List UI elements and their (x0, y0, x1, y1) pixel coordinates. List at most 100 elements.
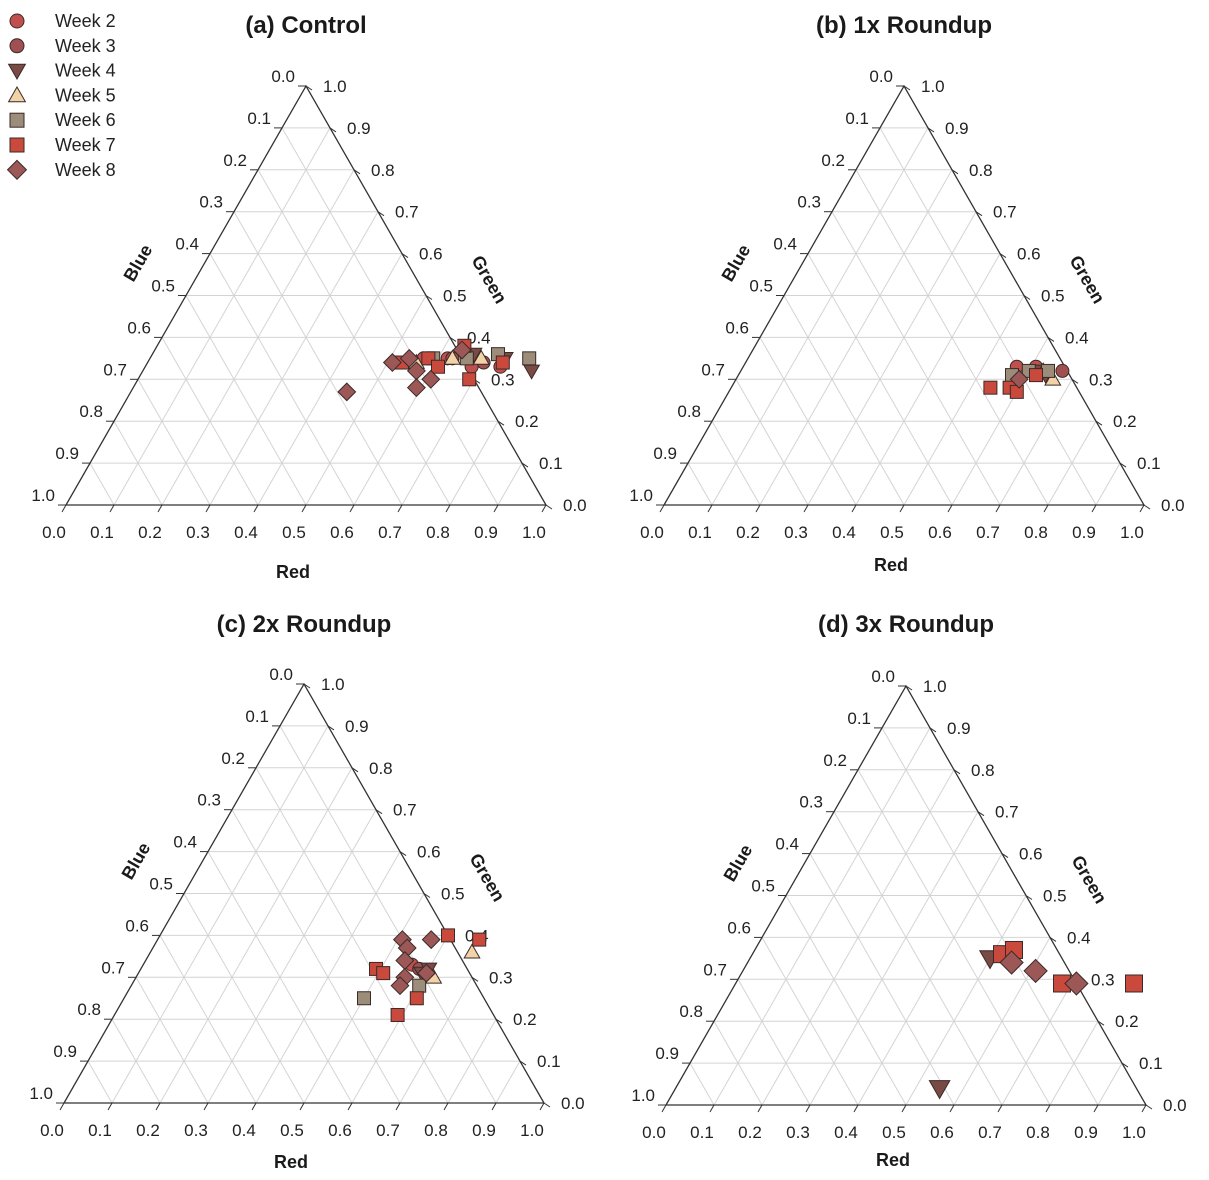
data-point (421, 930, 441, 950)
data-point (463, 943, 481, 959)
tick-mark (539, 1102, 545, 1111)
green-tick-label: 1.0 (323, 77, 347, 96)
green-tick-label: 0.4 (1065, 328, 1089, 347)
blue-tick-label: 0.4 (773, 235, 797, 254)
tick-mark (1145, 1104, 1153, 1110)
data-point (1055, 363, 1070, 378)
gridline (833, 811, 1003, 1106)
data-point (376, 966, 391, 981)
gridline (687, 462, 713, 506)
legend-label: Week 7 (55, 135, 116, 155)
blue-tick-label: 0.2 (223, 151, 247, 170)
red-tick-label: 0.2 (738, 1123, 762, 1142)
tick-mark (709, 1104, 715, 1113)
tick-mark (953, 769, 961, 775)
gridline (999, 379, 1073, 506)
gridline (279, 725, 497, 1104)
red-tick-label: 1.0 (520, 1121, 544, 1140)
green-tick-label: 0.8 (971, 761, 995, 780)
data-point (1041, 363, 1055, 378)
data-point (390, 976, 410, 996)
gridline (281, 127, 499, 506)
tick-mark (329, 127, 337, 133)
gridline (305, 295, 427, 506)
green-axis-label: Green (1068, 852, 1111, 907)
data-point (495, 355, 510, 370)
blue-tick-label: 0.8 (79, 402, 103, 421)
tick-mark (155, 1102, 161, 1111)
gridline (135, 977, 209, 1104)
blue-tick-label: 0.1 (847, 709, 871, 728)
tick-mark (251, 1102, 257, 1111)
blue-tick-label: 0.5 (149, 875, 173, 894)
red-axis-label: Red (874, 555, 908, 575)
tick-mark (397, 504, 403, 513)
green-tick-label: 0.0 (1161, 496, 1185, 515)
green-tick-label: 0.5 (441, 885, 465, 904)
red-tick-label: 0.5 (280, 1121, 304, 1140)
legend-label: Week 8 (55, 160, 116, 180)
tick-mark (109, 504, 115, 513)
green-tick-label: 1.0 (321, 675, 345, 694)
gridline (111, 1018, 161, 1104)
red-tick-label: 0.6 (330, 523, 354, 542)
red-tick-label: 0.5 (880, 523, 904, 542)
green-tick-label: 1.0 (921, 77, 945, 96)
green-tick-label: 0.0 (1163, 1096, 1187, 1115)
legend-marker (9, 38, 25, 54)
legend-marker (9, 112, 25, 128)
data-point (399, 348, 419, 368)
data-point (999, 950, 1024, 975)
tick-mark (423, 893, 431, 898)
blue-tick-label: 1.0 (629, 486, 653, 505)
green-tick-label: 0.1 (1137, 454, 1161, 473)
green-tick-label: 0.4 (1067, 928, 1091, 947)
green-tick-label: 0.5 (1043, 887, 1067, 906)
gridline (185, 295, 307, 506)
red-tick-label: 0.1 (88, 1121, 112, 1140)
tick-mark (443, 1102, 449, 1111)
red-tick-label: 1.0 (1120, 523, 1144, 542)
tick-mark (927, 127, 935, 133)
gridline (689, 1062, 715, 1106)
gridline (183, 893, 305, 1104)
tick-mark (425, 295, 433, 300)
green-tick-label: 0.7 (393, 801, 417, 820)
blue-tick-label: 0.3 (197, 791, 221, 810)
data-point (406, 378, 426, 398)
blue-tick-label: 0.0 (271, 67, 295, 86)
tick-mark (543, 1102, 551, 1108)
red-tick-label: 0.4 (234, 523, 258, 542)
tick-mark (1143, 504, 1151, 510)
green-tick-label: 0.2 (1113, 412, 1137, 431)
ternary-chart-3: 0.0 0.1 0.2 0.3 0.4 0.5 0.6 0.7 0.8 0.9 1.0 0.0 0.1 0… (29, 611, 584, 1172)
data-point (1023, 958, 1048, 984)
data-points (337, 338, 541, 402)
gridline (711, 420, 761, 506)
gridline (713, 727, 931, 1106)
red-tick-label: 0.4 (834, 1123, 858, 1142)
green-tick-label: 0.9 (345, 717, 369, 736)
gridline (1049, 1020, 1099, 1106)
red-tick-label: 0.9 (1074, 1123, 1098, 1142)
gridline (89, 462, 115, 506)
gridline (137, 379, 211, 506)
data-points (357, 928, 487, 1023)
tick-mark (351, 767, 359, 773)
data-point (441, 928, 455, 943)
gridline (809, 811, 979, 1106)
gridline (735, 379, 809, 506)
blue-tick-label: 0.0 (269, 665, 293, 684)
gridline (233, 211, 403, 506)
tick-mark (401, 253, 409, 259)
gridline (761, 937, 859, 1106)
chart-title: (b) 1x Roundup (816, 12, 992, 39)
tick-mark (1047, 336, 1055, 342)
data-point (412, 978, 427, 993)
tick-mark (449, 336, 457, 342)
tick-mark (757, 1104, 763, 1113)
blue-tick-label: 0.1 (845, 109, 869, 128)
data-point (928, 1080, 951, 1100)
tick-mark (995, 504, 1001, 513)
tick-mark (59, 1102, 65, 1111)
